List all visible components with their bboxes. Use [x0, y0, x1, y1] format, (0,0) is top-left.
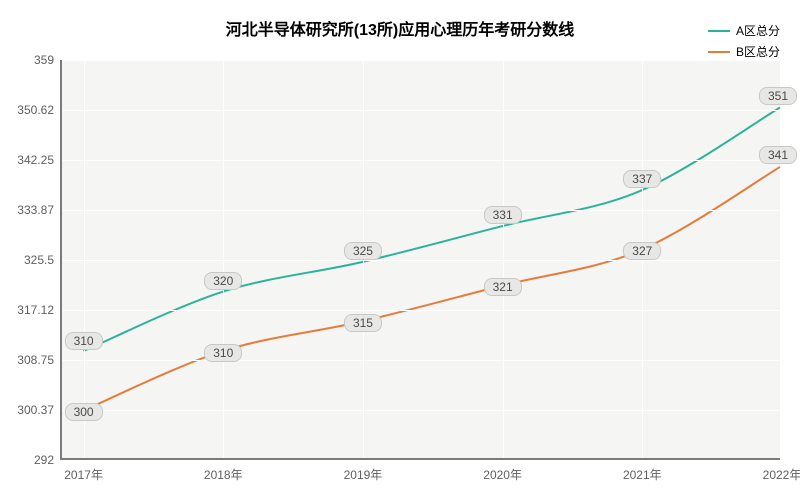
y-axis-label: 333.87	[17, 203, 54, 217]
y-axis-label: 308.75	[17, 353, 54, 367]
data-label: 315	[344, 314, 382, 332]
chart-title: 河北半导体研究所(13所)应用心理历年考研分数线	[0, 16, 800, 40]
gridline-h	[62, 160, 780, 161]
legend-swatch-b	[708, 51, 730, 53]
line-svg	[62, 60, 780, 458]
gridline-h	[62, 360, 780, 361]
data-label: 341	[759, 146, 797, 164]
x-axis-label: 2022年	[763, 466, 800, 483]
y-axis-label: 292	[34, 453, 54, 467]
data-label: 320	[204, 272, 242, 290]
x-axis-label: 2021年	[623, 466, 662, 483]
legend: A区总分 B区总分	[708, 22, 780, 64]
gridline-v	[503, 60, 504, 458]
gridline-h	[62, 110, 780, 111]
data-label: 327	[623, 242, 661, 260]
chart-container: 河北半导体研究所(13所)应用心理历年考研分数线 A区总分 B区总分 29230…	[0, 0, 800, 500]
gridline-v	[223, 60, 224, 458]
legend-label-a: A区总分	[736, 22, 780, 39]
x-axis-label: 2018年	[204, 466, 243, 483]
data-label: 337	[623, 170, 661, 188]
legend-label-b: B区总分	[736, 43, 780, 60]
series-line	[84, 167, 780, 411]
gridline-h	[62, 210, 780, 211]
gridline-h	[62, 310, 780, 311]
data-label: 310	[65, 332, 103, 350]
x-axis-label: 2019年	[344, 466, 383, 483]
plot-area: 292300.37308.75317.12325.5333.87342.2535…	[60, 60, 780, 460]
data-label: 310	[204, 344, 242, 362]
series-line	[84, 108, 780, 352]
data-label: 325	[344, 242, 382, 260]
y-axis-label: 317.12	[17, 303, 54, 317]
y-axis-label: 325.5	[24, 253, 54, 267]
y-axis-label: 342.25	[17, 153, 54, 167]
legend-swatch-a	[708, 30, 730, 32]
gridline-h	[62, 260, 780, 261]
gridline-h	[62, 460, 780, 461]
data-label: 300	[65, 403, 103, 421]
gridline-h	[62, 410, 780, 411]
legend-item-a: A区总分	[708, 22, 780, 39]
data-label: 351	[759, 87, 797, 105]
x-axis-label: 2020年	[483, 466, 522, 483]
gridline-v	[782, 60, 783, 458]
gridline-h	[62, 60, 780, 61]
y-axis-label: 359	[34, 53, 54, 67]
x-axis-label: 2017年	[64, 466, 103, 483]
data-label: 321	[484, 278, 522, 296]
gridline-v	[84, 60, 85, 458]
y-axis-label: 300.37	[17, 403, 54, 417]
data-label: 331	[484, 206, 522, 224]
y-axis-label: 350.62	[17, 103, 54, 117]
legend-item-b: B区总分	[708, 43, 780, 60]
